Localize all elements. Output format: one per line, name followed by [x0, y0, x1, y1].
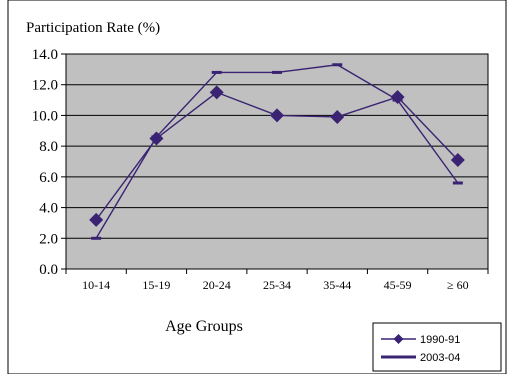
y-tick-label: 8.0 — [39, 139, 58, 155]
data-point — [209, 85, 224, 100]
y-axis-label: Participation Rate (%) — [26, 20, 160, 36]
data-point — [332, 63, 343, 67]
x-tick-label: 25-34 — [263, 278, 291, 292]
legend: 1990-91 2003-04 — [372, 322, 502, 372]
data-point — [89, 212, 104, 227]
y-tick-label: 0.0 — [39, 262, 58, 278]
x-axis-label: Age Groups — [165, 318, 243, 335]
data-point — [330, 109, 345, 124]
data-point — [270, 108, 284, 123]
plot-area — [65, 53, 489, 270]
y-axis: 0.0 2.0 4.0 6.0 8.0 10.0 12.0 14.0 — [32, 47, 66, 278]
y-tick-label: 12.0 — [32, 78, 58, 94]
x-tick-label: ≥ 60 — [447, 278, 469, 292]
x-axis: 10-14 15-19 20-24 25-34 35-44 45-59 ≥ 60 — [65, 269, 489, 292]
legend-box — [372, 322, 502, 372]
y-tick-label: 6.0 — [39, 170, 58, 186]
data-point — [91, 236, 102, 240]
legend-marker — [393, 334, 404, 344]
x-tick-label: 35-44 — [323, 278, 351, 292]
series-layer — [89, 63, 465, 240]
x-tick-label: 10-14 — [82, 278, 110, 292]
x-tick-label: 45-59 — [384, 278, 412, 292]
data-point — [392, 98, 403, 102]
y-tick-label: 2.0 — [39, 231, 58, 247]
data-point — [450, 152, 465, 167]
y-tick-label: 10.0 — [32, 108, 58, 124]
y-tick-label: 14.0 — [32, 47, 58, 63]
x-tick-label: 15-19 — [142, 278, 170, 292]
legend-label: 2003-04 — [420, 352, 460, 364]
data-point — [211, 70, 222, 74]
data-point — [272, 70, 282, 74]
x-tick-label: 20-24 — [203, 278, 231, 292]
y-tick-label: 4.0 — [39, 201, 58, 217]
data-point — [452, 181, 463, 185]
data-point — [151, 135, 162, 139]
legend-label: 1990-91 — [420, 334, 460, 346]
